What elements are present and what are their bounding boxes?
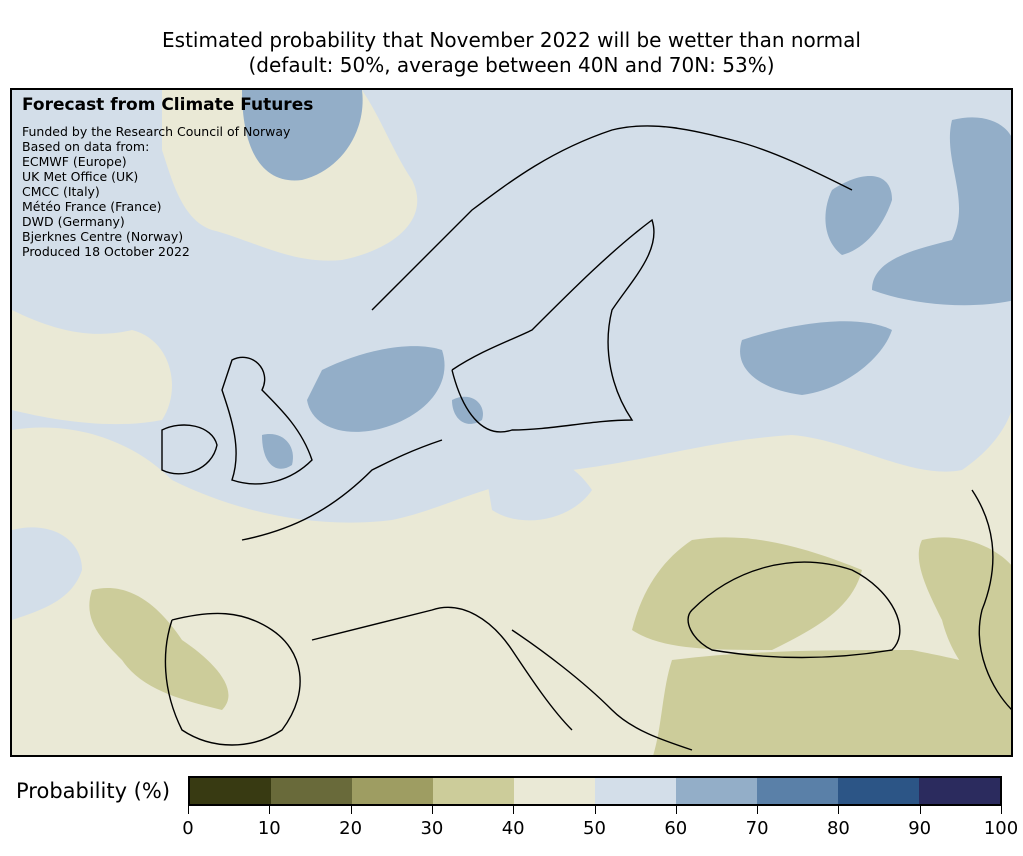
region-60-70-russia-west bbox=[740, 321, 892, 395]
colorbar-tick-mark bbox=[757, 806, 759, 814]
region-50-60-iberia-west bbox=[12, 527, 82, 620]
credits-line: DWD (Germany) bbox=[22, 214, 125, 229]
colorbar-tick-label: 30 bbox=[420, 818, 444, 839]
credits-line: UK Met Office (UK) bbox=[22, 169, 139, 184]
coastline-mediterranean bbox=[311, 606, 693, 751]
coastline-baltic bbox=[451, 218, 655, 433]
credits-line: Based on data from: bbox=[22, 139, 150, 154]
probability-map: Forecast from Climate Futures Funded by … bbox=[10, 88, 1013, 757]
colorbar-bin-90-100 bbox=[919, 778, 1000, 804]
credits-line: Produced 18 October 2022 bbox=[22, 244, 190, 259]
colorbar-tick-mark bbox=[431, 806, 433, 814]
credits-line: Météo France (France) bbox=[22, 199, 162, 214]
coastline-ireland bbox=[161, 424, 218, 475]
colorbar-tick-label: 90 bbox=[908, 818, 932, 839]
colorbar-bin-30-40 bbox=[433, 778, 514, 804]
colorbar-tick-label: 10 bbox=[257, 818, 281, 839]
region-60-70-atlantic bbox=[242, 90, 363, 181]
colorbar-tick-mark bbox=[675, 806, 677, 814]
colorbar-tick-mark bbox=[919, 806, 921, 814]
colorbar-tick-mark bbox=[269, 806, 271, 814]
credits-line: Funded by the Research Council of Norway bbox=[22, 124, 291, 139]
coastline-caspian bbox=[971, 489, 1011, 710]
region-30-40-turkey bbox=[653, 650, 1011, 755]
region-50-60-balkans bbox=[482, 447, 592, 521]
colorbar-label: Probability (%) bbox=[16, 779, 171, 803]
colorbar-tick-label: 70 bbox=[745, 818, 769, 839]
map-shading bbox=[12, 90, 1011, 755]
colorbar-tick-mark bbox=[350, 806, 352, 814]
coastline-black-sea bbox=[687, 561, 901, 659]
colorbar-bin-60-70 bbox=[676, 778, 757, 804]
region-30-40-caspian bbox=[918, 537, 1011, 692]
colorbar-bin-70-80 bbox=[757, 778, 838, 804]
chart-title-line1: Estimated probability that November 2022… bbox=[162, 28, 861, 52]
colorbar-bin-0-10 bbox=[190, 778, 271, 804]
colorbar-tick-mark bbox=[1001, 806, 1002, 814]
credits-line: Bjerknes Centre (Norway) bbox=[22, 229, 184, 244]
colorbar-tick-mark bbox=[838, 806, 840, 814]
colorbar-bin-80-90 bbox=[838, 778, 919, 804]
coastline-west-europe bbox=[164, 439, 443, 746]
coastline-norway bbox=[371, 125, 853, 311]
colorbar-bin-50-60 bbox=[595, 778, 676, 804]
colorbar-tick-mark bbox=[594, 806, 596, 814]
region-60-70-russia-north bbox=[872, 117, 1011, 306]
coastline-britain bbox=[221, 356, 313, 485]
colorbar-bin-40-50 bbox=[514, 778, 595, 804]
colorbar-tick-label: 20 bbox=[339, 818, 363, 839]
region-60-70-barents bbox=[825, 176, 892, 255]
colorbar-tick-label: 80 bbox=[826, 818, 850, 839]
colorbar-tick-label: 50 bbox=[583, 818, 606, 839]
region-60-70-britain bbox=[262, 434, 293, 469]
region-30-40-ukraine bbox=[632, 537, 862, 650]
region-60-70-north-sea bbox=[307, 346, 445, 432]
credits-line: ECMWF (Europe) bbox=[22, 154, 127, 169]
region-40-50-west bbox=[12, 310, 172, 425]
chart-title-line2: (default: 50%, average between 40N and 7… bbox=[248, 53, 775, 77]
credits-line: CMCC (Italy) bbox=[22, 184, 100, 199]
colorbar-bin-20-30 bbox=[352, 778, 433, 804]
credits-heading: Forecast from Climate Futures bbox=[22, 95, 314, 115]
colorbar-tick-label: 60 bbox=[664, 818, 688, 839]
credits-block: Forecast from Climate Futures Funded by … bbox=[22, 94, 313, 259]
region-30-40-iberia bbox=[89, 588, 229, 710]
colorbar-tick-label: 100 bbox=[983, 818, 1019, 839]
coastlines bbox=[161, 125, 1011, 751]
colorbar-bin-10-20 bbox=[271, 778, 352, 804]
colorbar bbox=[188, 776, 1002, 806]
colorbar-tick-label: 40 bbox=[501, 818, 525, 839]
colorbar-tick-mark bbox=[513, 806, 515, 814]
colorbar-tick-label: 0 bbox=[182, 818, 194, 839]
colorbar-tick-mark bbox=[188, 806, 189, 814]
